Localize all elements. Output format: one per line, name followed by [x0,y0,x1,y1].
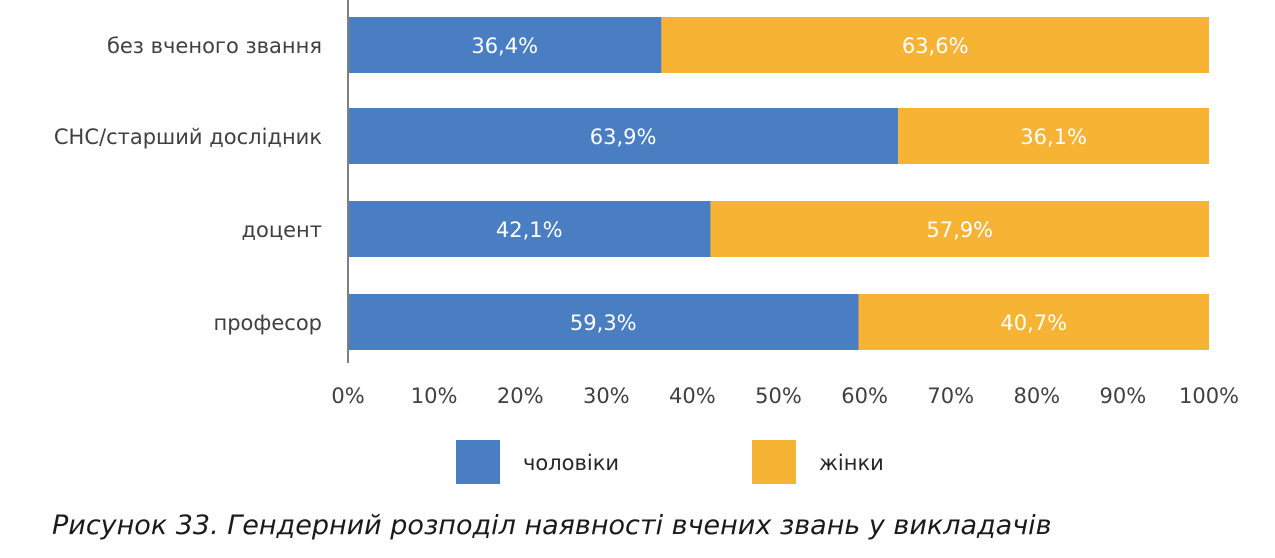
data-label: 36,4% [471,34,538,58]
legend-swatch [752,440,796,484]
x-tick-label: 60% [841,384,888,408]
bar-segment-men [348,201,711,257]
x-tick-label: 40% [669,384,716,408]
category-label: без вченого звання [107,34,322,58]
data-label: 63,6% [902,34,969,58]
figure-caption: Рисунок 33. Гендерний розподіл наявності… [52,510,1052,541]
data-label: 57,9% [926,218,993,242]
data-label: 63,9% [590,125,657,149]
bar-segment-women [710,201,1209,257]
x-tick-label: 20% [497,384,544,408]
x-tick-label: 50% [755,384,802,408]
data-label: 42,1% [496,218,563,242]
x-tick-label: 90% [1100,384,1147,408]
bar-segment-men [348,294,859,350]
data-label: 36,1% [1020,125,1087,149]
x-tick-label: 100% [1179,384,1239,408]
data-label: 40,7% [1000,311,1067,335]
stacked-bar-chart: 36,4% 63,6% без вченого звання 63,9% 36,1% СН… [54,0,1239,484]
bar-segment-women [898,108,1209,164]
legend-label: жінки [819,451,884,475]
bar-segment-men [348,17,662,73]
x-tick-label: 80% [1013,384,1060,408]
x-tick-label: 30% [583,384,630,408]
bar-segment-men [348,108,899,164]
data-label: 59,3% [570,311,637,335]
category-label: професор [213,311,322,335]
bar-segment-women [858,294,1209,350]
x-tick-label: 0% [331,384,364,408]
x-tick-label: 70% [927,384,974,408]
legend-label: чоловіки [523,451,619,475]
legend-swatch [456,440,500,484]
bar-segment-women [661,17,1209,73]
category-label: доцент [241,218,322,242]
category-label: СНС/старший дослідник [54,125,322,149]
x-tick-label: 10% [411,384,458,408]
